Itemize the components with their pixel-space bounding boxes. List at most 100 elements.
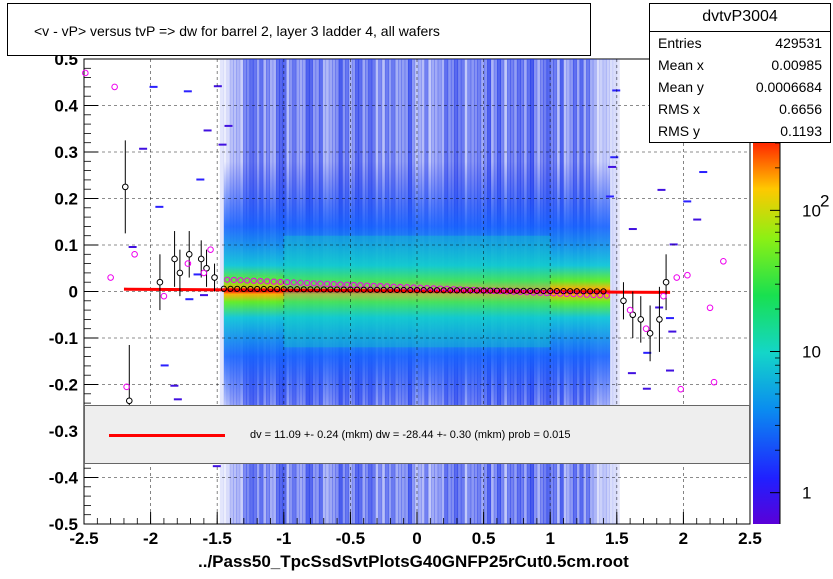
profile-magenta-point [107, 274, 114, 281]
heatmap-sparse-cell [196, 178, 205, 181]
color-scale-bar [753, 143, 780, 524]
profile-magenta-point [583, 291, 590, 298]
profile-magenta-point [264, 278, 271, 285]
profile-magenta-point [207, 246, 214, 253]
profile-black-point [487, 287, 494, 294]
profile-black-point [260, 285, 267, 293]
stats-value: 0.00985 [771, 57, 822, 73]
stats-value: 0.1193 [780, 123, 822, 139]
profile-black-point [327, 286, 334, 293]
profile-black-point [493, 287, 501, 294]
profile-magenta-point [237, 277, 244, 284]
heatmap-sparse-cell [627, 372, 636, 375]
stats-label: Mean y [658, 79, 704, 95]
chart-title: <v - vP> versus tvP => dw for barrel 2, … [34, 23, 440, 39]
fit-legend-line [109, 434, 225, 437]
profile-magenta-point [230, 276, 237, 284]
stats-label: Entries [658, 35, 702, 51]
profile-magenta-point [523, 289, 530, 296]
profile-magenta-point [577, 291, 584, 298]
profile-black-point [413, 287, 421, 294]
heatmap-sparse-cell [149, 85, 158, 88]
x-tick-label: -2.5 [69, 529, 98, 548]
heatmap-sparse-cell [669, 243, 678, 246]
stats-row-rms-y: RMS y 0.1193 [658, 123, 822, 145]
profile-magenta-point [510, 288, 517, 295]
heatmap-sparse-cell [203, 129, 212, 132]
profile-black-point [211, 274, 218, 281]
y-tick-label: -0.3 [49, 422, 78, 441]
profile-magenta-point [244, 277, 251, 284]
y-tick-label: 0 [69, 283, 78, 302]
heatmap-sparse-cell [128, 245, 137, 248]
stats-row-mean-x: Mean x 0.00985 [658, 57, 822, 79]
heatmap-sparse-cell [610, 156, 619, 159]
profile-magenta-point [397, 283, 404, 291]
stats-row-entries: Entries 429531 [658, 35, 822, 57]
profile-magenta-point [350, 281, 357, 289]
x-tick-label: 0 [412, 529, 421, 548]
profile-black-point [254, 285, 261, 293]
profile-magenta-point [184, 260, 192, 267]
profile-black-point [567, 288, 574, 295]
profile-magenta-point [660, 292, 667, 300]
profile-magenta-point [284, 279, 291, 286]
heatmap-column [219, 59, 224, 524]
profile-black-point [373, 286, 381, 293]
heatmap-sparse-cell [605, 195, 614, 198]
profile-magenta-point [323, 280, 331, 287]
stats-value: 429531 [775, 35, 822, 51]
stats-label: RMS x [658, 101, 700, 117]
profile-magenta-point [497, 288, 504, 295]
profile-magenta-point [457, 286, 464, 293]
heatmap-sparse-cell [683, 200, 692, 203]
profile-black-point [646, 330, 654, 337]
heatmap-sparse-cell [693, 218, 702, 221]
profile-magenta-point [477, 287, 484, 294]
color-tick-label: 10 [802, 343, 821, 362]
y-axis: -0.5-0.4-0.3-0.2-0.100.10.20.30.40.5 [49, 50, 98, 534]
profile-magenta-point [597, 292, 604, 299]
heatmap-sparse-cell [173, 398, 182, 401]
color-tick-label: 1 [802, 484, 811, 503]
heatmap-sparse-cell [199, 294, 208, 297]
stats-value: 0.0006684 [755, 79, 822, 95]
stats-row-mean-y: Mean y 0.0006684 [658, 79, 822, 101]
profile-magenta-point [503, 288, 511, 295]
stats-divider [650, 31, 830, 32]
profile-black-point [220, 285, 227, 292]
profile-magenta-point [277, 278, 284, 286]
profile-black-point [473, 287, 481, 294]
profile-black-point [400, 286, 407, 294]
profile-black-point [240, 285, 247, 292]
heatmap-sparse-cell [642, 387, 651, 390]
profile-black-point [320, 286, 327, 293]
profile-magenta-point [677, 385, 685, 393]
stats-box: dvtvP3004 Entries 429531 Mean x 0.00985 … [649, 3, 831, 143]
profile-black-point [507, 287, 514, 294]
heatmap-sparse-cell [155, 205, 164, 208]
profile-black-point [367, 286, 374, 293]
y-tick-label: 0.4 [54, 97, 78, 116]
profile-black-point [287, 286, 294, 293]
profile-magenta-point [450, 286, 457, 293]
heatmap-sparse-cell [183, 90, 192, 93]
profile-magenta-point [706, 304, 714, 312]
color-tick-exponent: 2 [820, 191, 829, 210]
profile-black-point [197, 255, 205, 263]
profile-black-point [560, 288, 567, 295]
x-tick-label: -1 [276, 529, 291, 548]
profile-magenta-point [370, 282, 377, 289]
x-tick-label: 1 [545, 529, 554, 548]
profile-black-point [300, 286, 307, 293]
profile-black-point [307, 286, 314, 293]
profile-magenta-point [160, 292, 168, 300]
profile-magenta-point [720, 257, 727, 265]
profile-magenta-point [710, 378, 718, 386]
profile-black-point [125, 397, 133, 405]
profile-black-point [420, 287, 427, 294]
stats-label: Mean x [658, 57, 704, 73]
profile-magenta-point [517, 288, 524, 296]
profile-black-point [247, 285, 254, 293]
